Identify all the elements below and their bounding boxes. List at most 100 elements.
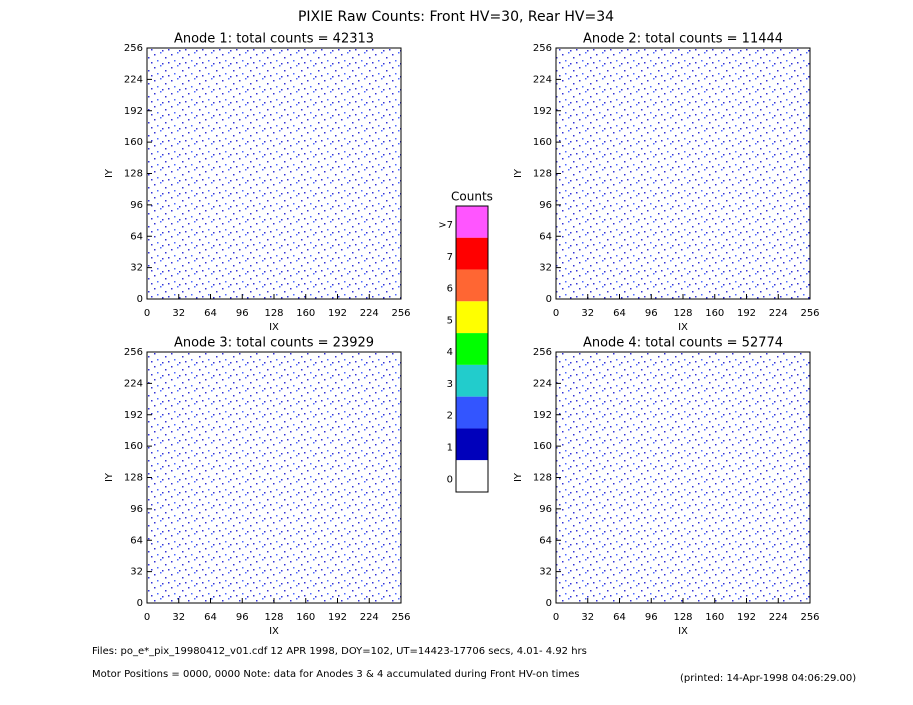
x-tick-label: 256 [800,308,819,319]
x-tick-label: 224 [769,612,788,623]
x-tick-label: 224 [360,308,379,319]
footer-printed: (printed: 14-Apr-1998 04:06:29.00) [680,673,856,684]
y-tick-label: 160 [124,441,143,452]
x-tick-label: 32 [172,612,185,623]
page-title: PIXIE Raw Counts: Front HV=30, Rear HV=3… [298,9,614,25]
y-tick-label: 128 [533,473,552,484]
colorbar-label: 6 [447,284,453,295]
colorbar-swatch [456,237,488,270]
panel-title: Anode 2: total counts = 11444 [583,32,783,47]
y-tick-label: 192 [533,106,552,117]
colorbar-label: 7 [447,252,453,263]
x-tick-label: 32 [581,612,594,623]
x-tick-label: 160 [296,612,315,623]
y-tick-label: 32 [539,263,552,274]
x-tick-label: 192 [328,612,347,623]
y-axis-label: IY [513,472,524,482]
density-texture [556,352,810,603]
x-tick-label: 128 [673,612,692,623]
x-tick-label: 96 [645,308,658,319]
colorbar-swatch [456,460,488,492]
y-tick-label: 64 [539,535,552,546]
x-tick-label: 160 [296,308,315,319]
x-tick-label: 192 [737,612,756,623]
colorbar-label: 2 [447,411,453,422]
density-texture [556,48,810,299]
y-tick-label: 256 [533,347,552,358]
x-tick-label: 256 [391,612,410,623]
x-axis-label: IX [269,322,279,333]
y-tick-label: 256 [124,347,143,358]
y-tick-label: 160 [533,441,552,452]
y-tick-label: 64 [130,535,143,546]
x-tick-label: 32 [172,308,185,319]
y-axis-label: IY [513,168,524,178]
x-tick-label: 192 [737,308,756,319]
y-tick-label: 256 [533,43,552,54]
colorbar-label: 1 [447,443,453,454]
y-tick-label: 32 [130,567,143,578]
x-tick-label: 256 [800,612,819,623]
y-tick-label: 128 [533,169,552,180]
colorbar-label: >7 [438,220,453,231]
colorbar-label: 0 [447,474,453,485]
x-tick-label: 64 [613,308,626,319]
colorbar-label: 3 [447,379,453,390]
colorbar-swatch [456,269,488,302]
colorbar-frame [455,205,489,493]
y-tick-label: 32 [539,567,552,578]
x-tick-label: 64 [204,308,217,319]
y-tick-label: 128 [124,473,143,484]
footer-motor: Motor Positions = 0000, 0000 Note: data … [92,669,579,680]
x-tick-label: 32 [581,308,594,319]
density-texture [147,352,401,603]
y-tick-label: 96 [539,200,552,211]
y-tick-label: 256 [124,43,143,54]
colorbar-label: 4 [447,347,453,358]
y-tick-label: 64 [539,231,552,242]
y-tick-label: 224 [124,378,143,389]
x-tick-label: 0 [553,308,559,319]
x-tick-label: 0 [144,308,150,319]
colorbar-label: 5 [447,315,453,326]
density-texture [147,48,401,299]
x-tick-label: 128 [673,308,692,319]
colorbar-swatch [456,301,488,334]
y-axis-label: IY [104,168,115,178]
y-tick-label: 0 [546,294,552,305]
x-tick-label: 160 [705,308,724,319]
x-tick-label: 64 [613,612,626,623]
x-axis-label: IX [678,322,688,333]
y-tick-label: 0 [137,598,143,609]
x-tick-label: 64 [204,612,217,623]
colorbar-swatch [456,333,488,365]
y-tick-label: 192 [533,410,552,421]
x-axis-label: IX [678,626,688,637]
y-tick-label: 224 [533,378,552,389]
y-tick-label: 192 [124,410,143,421]
y-tick-label: 96 [539,504,552,515]
x-tick-label: 96 [645,612,658,623]
y-tick-label: 224 [124,74,143,85]
x-tick-label: 224 [769,308,788,319]
x-tick-label: 224 [360,612,379,623]
colorbar-swatch [456,428,488,461]
panel-title: Anode 4: total counts = 52774 [583,336,783,351]
x-tick-label: 160 [705,612,724,623]
y-tick-label: 192 [124,106,143,117]
y-axis-label: IY [104,472,115,482]
panel-title: Anode 1: total counts = 42313 [174,32,374,47]
panel-title: Anode 3: total counts = 23929 [174,336,374,351]
x-tick-label: 0 [553,612,559,623]
x-tick-label: 96 [236,612,249,623]
y-tick-label: 224 [533,74,552,85]
x-tick-label: 256 [391,308,410,319]
x-tick-label: 0 [144,612,150,623]
x-tick-label: 96 [236,308,249,319]
x-tick-label: 128 [264,612,283,623]
y-tick-label: 64 [130,231,143,242]
colorbar-swatch [456,396,488,429]
y-tick-label: 128 [124,169,143,180]
